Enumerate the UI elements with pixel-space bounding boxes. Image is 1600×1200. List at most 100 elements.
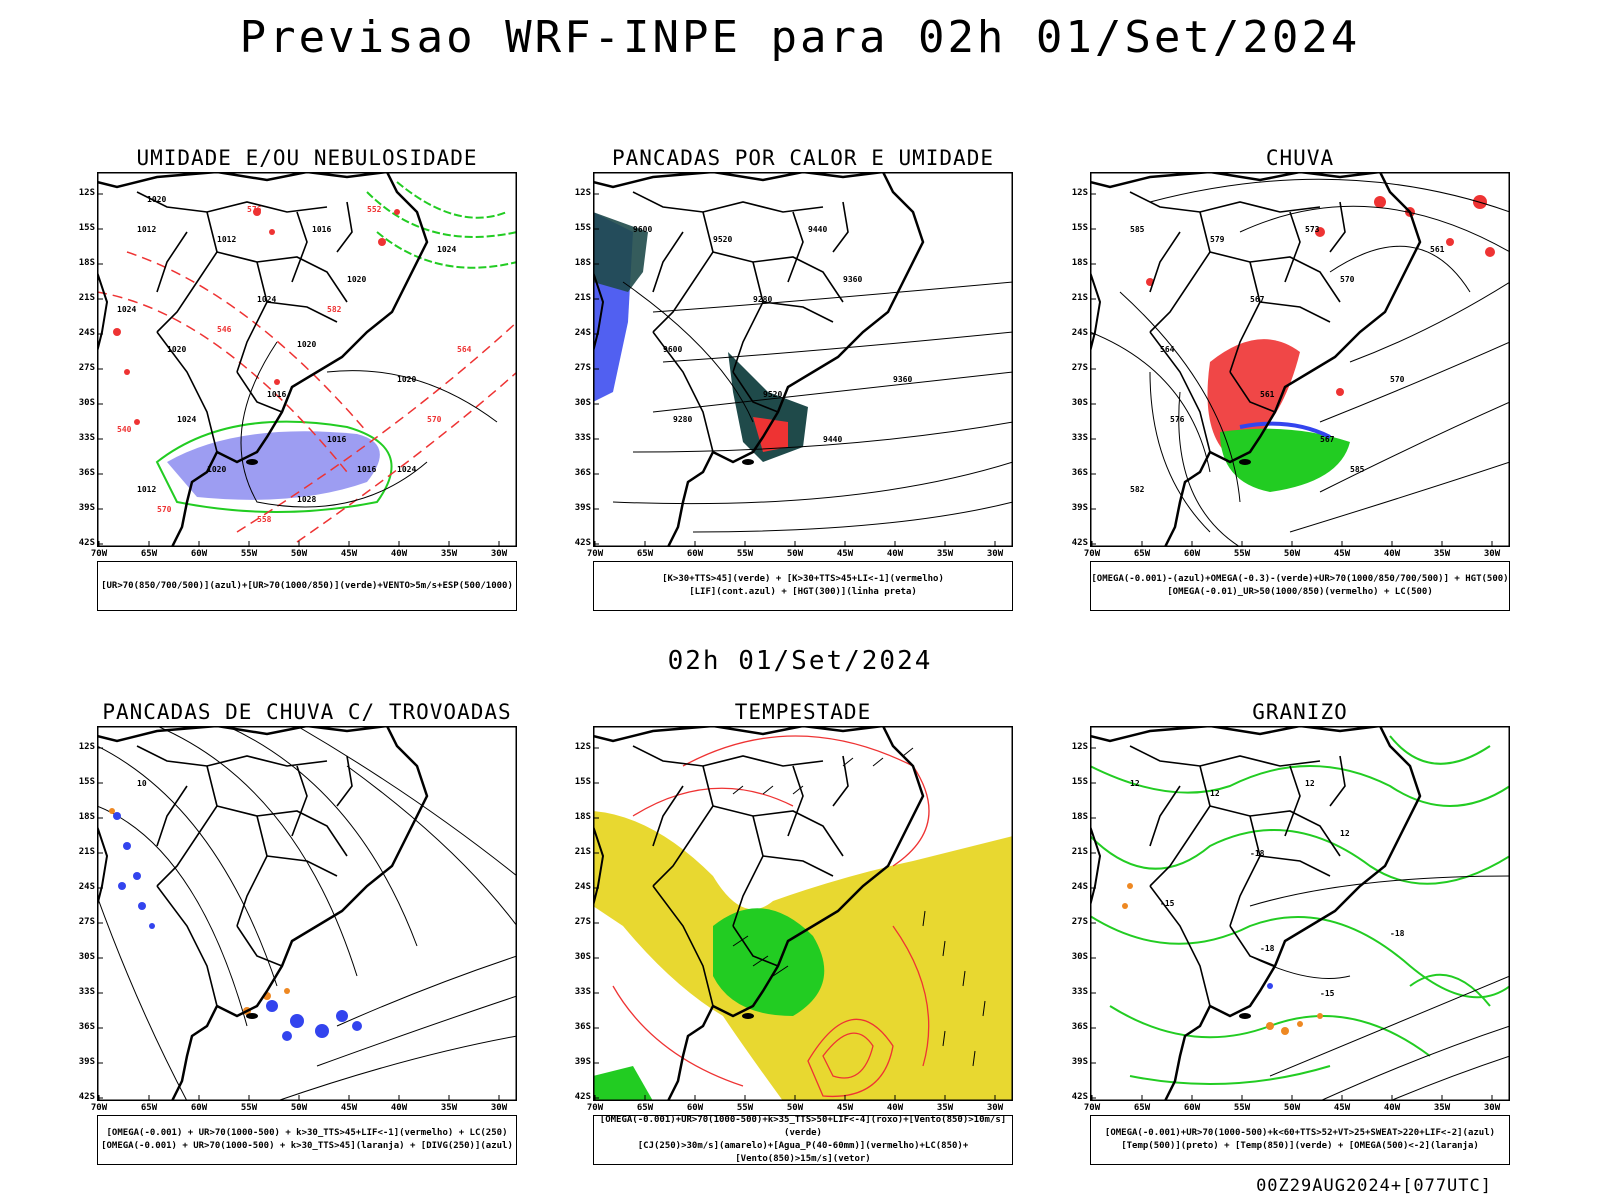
border-line [652, 331, 714, 453]
border-line [236, 371, 283, 413]
panel-thunderstorm-showers: PANCADAS DE CHUVA C/ TROVOADAS 10 [OMEGA… [79, 700, 517, 1170]
lon-label: 40W [886, 1103, 904, 1113]
contour-label: 1012 [137, 225, 156, 234]
border-line [266, 855, 338, 877]
lat-label: 21S [574, 847, 591, 857]
lat-label: 33S [574, 987, 591, 997]
lat-label: 12S [574, 742, 591, 752]
contour-label: 540 [117, 425, 132, 434]
border-line [156, 231, 188, 293]
lon-label: 70W [90, 1103, 108, 1113]
lat-label: 21S [78, 847, 95, 857]
humidity-green-contour [155, 420, 393, 513]
temp500-black-contours [1249, 875, 1510, 1101]
border-line [216, 251, 348, 303]
lat-label: 15S [574, 223, 591, 233]
contour-label: 1020 [207, 465, 226, 474]
panel-title: UMIDADE E/OU NEBULOSIDADE [136, 146, 478, 170]
lat-label: 39S [574, 1057, 591, 1067]
border-line [1329, 755, 1346, 807]
lat-label: 36S [574, 468, 591, 478]
island [742, 459, 754, 465]
border-line [336, 755, 353, 807]
panel-title: PANCADAS DE CHUVA C/ TROVOADAS [102, 700, 512, 724]
legend-line: [CJ(250)>30m/s](amarelo)+[Agua_P(40-60mm… [637, 1141, 969, 1164]
contour-label: 570 [1340, 275, 1355, 284]
border-line [632, 191, 824, 213]
lon-label: 70W [586, 1103, 604, 1113]
lon-label: 60W [686, 549, 704, 559]
lat-label: 39S [574, 503, 591, 513]
lat-label: 36S [1071, 1022, 1088, 1032]
contour-label: 1020 [167, 345, 186, 354]
contour-label: -18 [1250, 849, 1265, 858]
border-line [1329, 201, 1346, 253]
island [1239, 1013, 1251, 1019]
lon-label: 30W [490, 549, 508, 559]
coastline-west [97, 271, 109, 353]
coastline-west [1090, 825, 1102, 907]
border-line [832, 201, 849, 253]
lat-label: 42S [1071, 538, 1088, 548]
lat-label: 18S [78, 812, 95, 822]
legend-line: [LIF](cont.azul) + [HGT(300)](linha pret… [689, 587, 917, 597]
contour-labels: 1012 1012 1016 1020 1024 1020 1016 1016 1020 1024… [117, 195, 472, 524]
lat-label: 42S [78, 538, 95, 548]
contour-labels: 10 [137, 779, 147, 788]
lat-label: 18S [78, 258, 95, 268]
map-humidity: 1012 1012 1016 1020 1024 1020 1016 1016 1020 1024… [97, 172, 517, 547]
contour-labels: 12 12 12 12 -18 -15 -18 -15 -18 [1130, 779, 1405, 998]
main-title: Previsao WRF-INPE para 02h 01/Set/2024 [239, 12, 1361, 63]
border-line [832, 755, 849, 807]
streamlines [1090, 178, 1510, 547]
rain-green-area [1220, 428, 1350, 492]
contour-label: 9440 [823, 435, 842, 444]
panel-humidity: UMIDADE E/OU NEBULOSIDADE 1012 1012 1016 10… [79, 146, 517, 616]
lat-label: 12S [78, 742, 95, 752]
border-line [652, 785, 684, 847]
lat-label: 21S [1071, 847, 1088, 857]
contour-label: 9360 [843, 275, 862, 284]
border-line [652, 885, 714, 1007]
lon-label: 65W [1133, 549, 1151, 559]
lon-label: 35W [1433, 1103, 1451, 1113]
legend-box: [UR>70(850/700/500)](azul)+[UR>70(1000/8… [97, 561, 517, 611]
map-frame [1090, 172, 1510, 547]
lat-label: 27S [78, 917, 95, 927]
contour-label: 1024 [257, 295, 276, 304]
border-line [156, 785, 188, 847]
contour-label: 1024 [437, 245, 456, 254]
lon-label: 55W [1233, 549, 1251, 559]
precip-water-red-contours [612, 735, 930, 1098]
wind850-green-area-sw [593, 1066, 653, 1101]
border-line [1149, 231, 1181, 293]
border-line [1259, 301, 1331, 323]
panel-hail: GRANIZO 12 12 12 12 -18 -15 -18 -15 -18 [OMEGA(-… [1072, 700, 1510, 1170]
border-line [632, 745, 824, 767]
contour-labels: 585 579 573 570 567 564 561 567 570 576 582 585 561 [1130, 225, 1445, 494]
lat-label: 42S [1071, 1092, 1088, 1102]
map-frame [593, 172, 1013, 547]
lat-label: 24S [78, 882, 95, 892]
border-line [1229, 815, 1261, 927]
coastline [1090, 172, 1422, 547]
coastline-west [593, 271, 605, 353]
lon-label: 55W [240, 1103, 258, 1113]
border-line [156, 885, 218, 1007]
contour-label: 1024 [117, 305, 136, 314]
contour-labels: 9600 9520 9440 9360 9280 9600 9520 9440 9360 9280 [633, 225, 912, 444]
lon-label: 30W [986, 1103, 1004, 1113]
panel-title: GRANIZO [1252, 700, 1348, 724]
contour-label: 1020 [397, 375, 416, 384]
contour-label: 564 [1160, 345, 1175, 354]
map-heat-showers: 9600 9520 9440 9360 9280 9600 9520 9440 9360 9280 [593, 172, 1013, 547]
border-line [1284, 765, 1301, 837]
legend-box: [OMEGA(-0.001)+UR>70(1000-500)+k>35_TTS>… [593, 1115, 1013, 1165]
contour-label: 1024 [177, 415, 196, 424]
lat-label: 24S [574, 328, 591, 338]
green-area-northwest [593, 212, 648, 292]
contour-label: 1012 [217, 235, 236, 244]
lon-label: 50W [1283, 549, 1301, 559]
border-line [652, 765, 714, 887]
contour-label: 573 [1305, 225, 1320, 234]
